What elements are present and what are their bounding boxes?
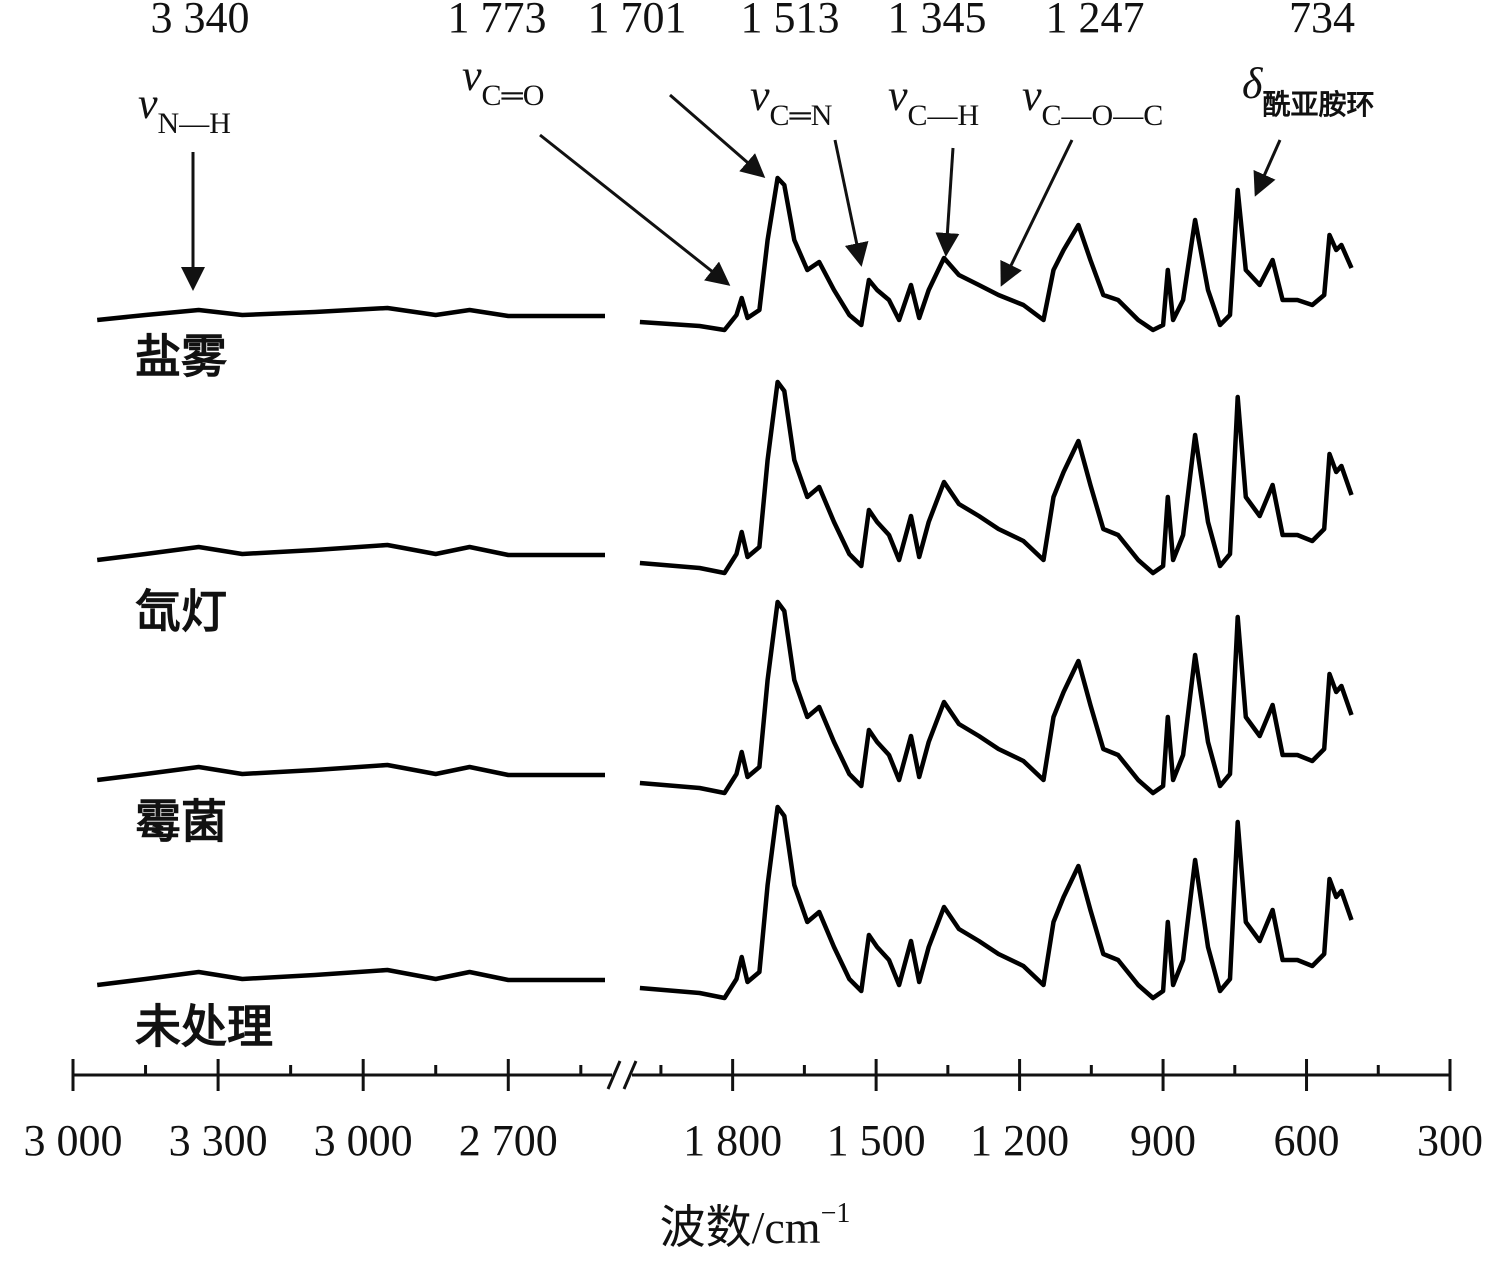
x-axis-label: 波数/cm−1 xyxy=(660,1198,851,1252)
band-symbol: v xyxy=(138,79,158,128)
band-symbol: v xyxy=(888,71,908,120)
spectrum-line xyxy=(96,542,605,563)
band-label: vC═N xyxy=(750,71,832,132)
series-label: 未处理 xyxy=(135,1000,273,1054)
band-subscript: N—H xyxy=(158,107,231,140)
x-tick-label: 300 xyxy=(1417,1116,1483,1165)
band-subscript: 酰亚胺环 xyxy=(1262,88,1374,121)
peak-label: 1 773 xyxy=(448,0,547,42)
spectrum-line xyxy=(96,762,605,783)
band-label: vC—O—C xyxy=(1022,71,1163,132)
arrow xyxy=(539,133,731,286)
axis-break xyxy=(606,1060,622,1090)
x-axis-label-text: 波数/cm xyxy=(660,1202,821,1253)
x-tick-label: 900 xyxy=(1130,1116,1196,1165)
peak-label: 734 xyxy=(1289,0,1355,42)
peak-label: 1 513 xyxy=(741,0,840,42)
series-label: 霉菌 xyxy=(135,795,227,849)
x-tick-label: 3 000 xyxy=(24,1116,123,1165)
band-label: vN—H xyxy=(138,79,231,140)
series-label: 氙灯 xyxy=(135,585,227,639)
band-symbol: v xyxy=(750,71,770,120)
peak-label: 1 701 xyxy=(588,0,687,42)
band-subscript: C—H xyxy=(908,99,980,132)
arrow xyxy=(1253,139,1282,197)
axis-break xyxy=(622,1060,638,1090)
spectrum-line xyxy=(639,804,1354,1001)
spectrum-line xyxy=(639,175,1354,333)
band-subscript: C═O xyxy=(482,79,545,112)
arrows xyxy=(181,93,1282,291)
band-label: δ酰亚胺环 xyxy=(1242,59,1374,121)
peak-label: 1 345 xyxy=(888,0,987,42)
peak-label: 1 247 xyxy=(1046,0,1145,42)
band-symbol: v xyxy=(462,51,482,100)
x-tick-label: 3 000 xyxy=(314,1116,413,1165)
x-tick-label: 1 500 xyxy=(827,1116,926,1165)
x-axis-label-sup: −1 xyxy=(821,1198,851,1229)
arrow xyxy=(669,93,766,178)
x-tick-label: 3 300 xyxy=(169,1116,268,1165)
band-subscript: C—O—C xyxy=(1042,99,1164,132)
band-symbol: v xyxy=(1022,71,1042,120)
spectrum-line xyxy=(96,305,605,323)
band-symbol: δ xyxy=(1242,59,1264,108)
spectrum-line xyxy=(639,379,1354,576)
spectrum-line xyxy=(96,967,605,988)
band-subscript: C═N xyxy=(770,99,833,132)
arrow xyxy=(833,139,869,267)
x-tick-label: 2 700 xyxy=(459,1116,558,1165)
arrow xyxy=(935,147,960,257)
band-label: vC—H xyxy=(888,71,979,132)
series-label: 盐雾 xyxy=(135,330,228,384)
x-tick-label: 1 800 xyxy=(683,1116,782,1165)
peak-label: 3 340 xyxy=(151,0,250,42)
spectrum-line xyxy=(639,599,1354,796)
x-tick-label: 600 xyxy=(1274,1116,1340,1165)
band-label: vC═O xyxy=(462,51,544,112)
arrow xyxy=(1000,139,1074,287)
x-tick-label: 1 200 xyxy=(970,1116,1069,1165)
